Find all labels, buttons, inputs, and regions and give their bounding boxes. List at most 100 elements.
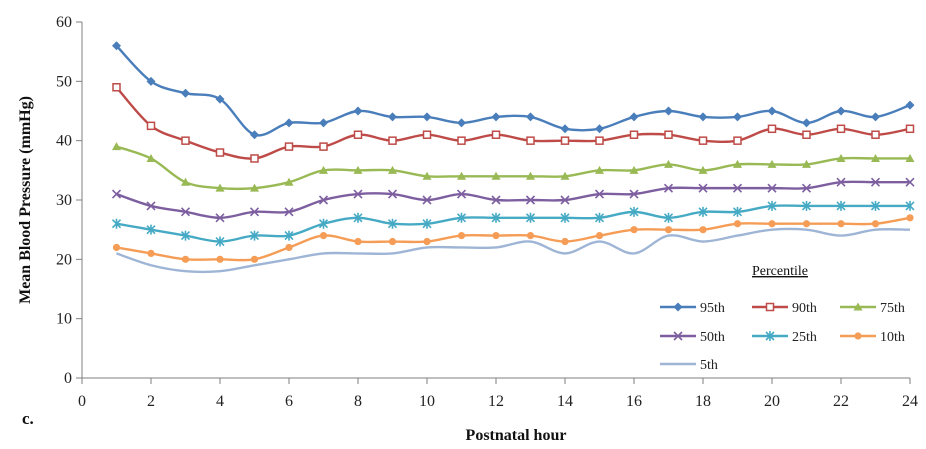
series-line [115,44,911,137]
data-point [284,177,294,186]
data-point [871,112,880,122]
y-tick-label: 50 [56,73,72,90]
data-point [456,212,467,223]
legend-label: 95th [700,301,725,316]
legend-item-95th: 95th [660,301,725,316]
series-5th [116,227,911,274]
data-point [802,130,811,139]
data-point [664,130,673,139]
y-tick-label: 10 [56,311,72,328]
data-point [733,220,742,228]
data-point [284,118,294,128]
data-point [595,165,604,174]
data-point [422,171,432,180]
data-point [387,189,398,199]
data-point [526,136,535,145]
data-point [594,212,605,223]
series-line [116,145,910,191]
x-tick-label: 12 [488,393,504,410]
data-point [457,118,466,128]
series-line [116,204,910,243]
series-75th [112,142,915,192]
data-point [284,230,294,241]
data-point [491,130,501,139]
data-point [181,177,190,186]
data-point [767,124,777,134]
legend-item-50th: 50th [660,330,725,345]
legend-label: 90th [792,301,817,316]
data-point [112,142,121,151]
data-point [250,130,259,140]
series-90th [112,83,915,163]
data-point [905,124,915,134]
data-point [146,153,156,162]
data-point [111,218,122,229]
data-point [284,142,294,151]
legend-item-5th: 5th [660,358,718,373]
data-point [249,207,260,217]
x-tick-label: 0 [78,393,86,410]
data-point [560,124,570,134]
data-point [732,183,743,193]
data-point [215,183,225,192]
x-tick-label: 18 [695,393,711,410]
data-point [250,154,259,163]
data-point [664,159,673,168]
data-point [801,183,812,193]
data-point [457,136,466,145]
legend-item-25th: 25th [752,330,817,345]
legend-title: Percentile [752,264,808,279]
data-point [767,200,777,211]
data-point [353,212,363,223]
panel-label: c. [22,409,34,428]
legend-item-90th: 90th [752,301,817,316]
data-point [836,177,846,187]
data-point [871,220,880,228]
data-point [111,189,122,199]
data-point [250,255,259,263]
y-tick-label: 20 [56,251,72,268]
data-point [388,136,397,145]
data-point [733,159,742,168]
y-tick-label: 60 [56,14,72,31]
data-point [181,136,190,145]
x-tick-label: 8 [354,393,362,410]
data-point [319,118,328,128]
data-point [112,243,121,252]
data-point [802,159,811,168]
data-point [387,218,398,229]
series-25th [111,200,915,247]
x-tick-label: 24 [902,393,918,410]
legend-swatch-marker [673,302,683,312]
data-point [629,112,639,122]
data-point [870,177,881,187]
data-point [767,106,777,116]
data-point [698,183,708,193]
data-point [630,226,638,234]
data-point [560,195,570,205]
data-point [249,230,260,241]
data-point [526,112,535,122]
data-point [732,206,743,217]
x-tick-label: 20 [764,393,780,410]
data-point [768,220,776,228]
data-point [698,206,708,217]
data-point [388,237,397,246]
data-point [664,226,673,234]
data-point [422,218,432,229]
data-point [353,189,363,199]
data-point [595,136,604,145]
data-point [181,255,190,263]
legend-item-75th: 75th [840,301,905,316]
data-point [836,106,846,116]
data-point [905,200,915,211]
data-point [491,112,501,122]
legend-label: 25th [792,330,817,345]
legend-label: 5th [700,358,718,373]
data-point [871,153,880,162]
series-line [116,227,911,274]
data-point [560,171,570,180]
data-point [906,214,914,222]
data-point [560,136,570,145]
data-point [699,226,707,234]
